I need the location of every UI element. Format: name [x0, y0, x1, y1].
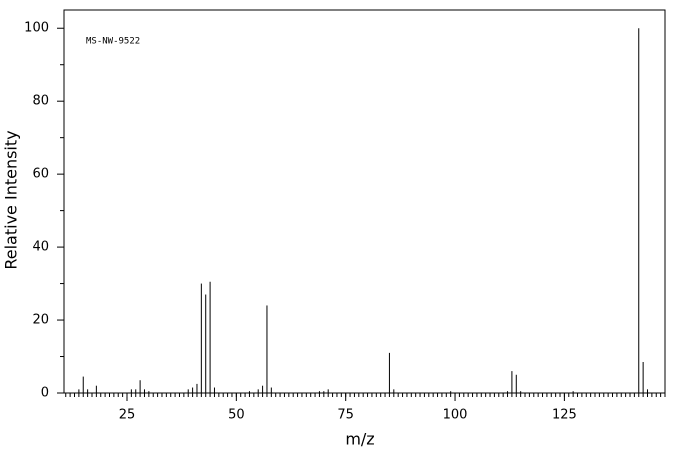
y-tick-label: 40: [32, 240, 49, 255]
y-tick-label: 0: [41, 386, 49, 401]
x-tick-label: 100: [443, 408, 468, 423]
y-axis-label: Relative Intensity: [2, 130, 21, 269]
x-tick-label: 75: [337, 408, 354, 423]
x-tick-label: 125: [552, 408, 577, 423]
plot-frame: [63, 9, 666, 394]
y-tick-label: 60: [32, 167, 49, 182]
y-tick-label: 100: [24, 21, 49, 36]
x-tick-label: 25: [119, 408, 136, 423]
x-tick-label: 50: [228, 408, 245, 423]
annotation: MS-NW-9522: [86, 37, 140, 47]
x-axis-label: m/z: [345, 430, 374, 449]
y-tick-label: 80: [32, 94, 49, 109]
y-tick-label: 20: [32, 313, 49, 328]
